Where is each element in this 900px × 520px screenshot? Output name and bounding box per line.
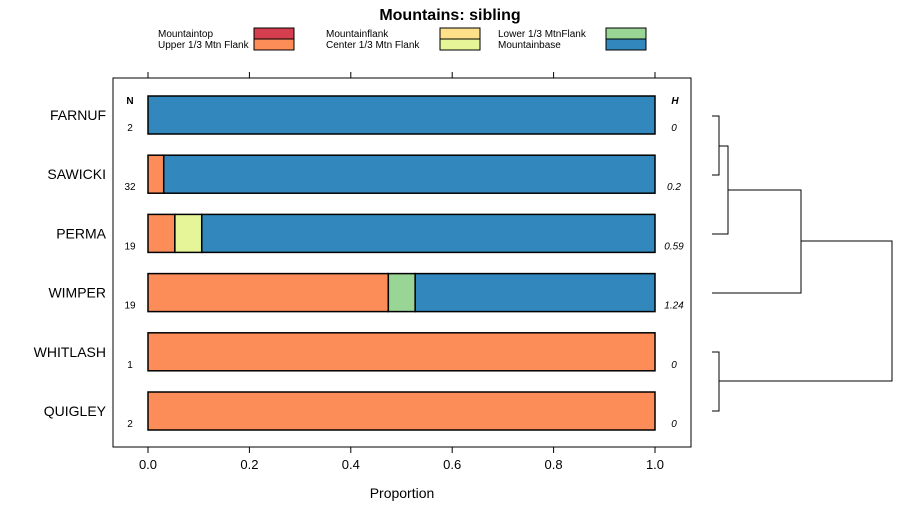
n-value-perma: 19 — [124, 241, 136, 252]
dendrogram-link-perma — [712, 145, 729, 235]
dendrogram-link-whitlash-quigley — [712, 351, 720, 412]
bar-whitlash-upper-1-3-mtn-flank — [147, 332, 656, 372]
h-value-farnuf: 0 — [671, 123, 677, 134]
n-column-header: N — [126, 96, 133, 107]
legend-swatch-mountainflank — [439, 27, 481, 40]
legend-label-upper-1-3-mtn-flank: Upper 1/3 Mtn Flank — [158, 40, 250, 51]
dendrogram-root-link — [719, 240, 893, 382]
category-label-farnuf: FARNUF — [50, 107, 106, 123]
n-value-quigley: 2 — [127, 419, 133, 430]
bar-quigley-upper-1-3-mtn-flank — [147, 391, 656, 431]
x-tick-label-3: 0.6 — [443, 457, 461, 472]
x-axis: 0.0 0.2 0.4 0.6 0.8 1.0 — [139, 72, 664, 472]
x-axis-label: Proportion — [370, 485, 435, 501]
legend-swatch-lower-1-3-mtnflank — [605, 27, 647, 40]
chart-title: Mountains: sibling — [379, 7, 520, 24]
bar-farnuf-mountainbase — [147, 95, 656, 135]
legend-swatch-center-1-3-mtn-flank — [439, 38, 481, 51]
bar-sawicki-upper-1-3-mtn-flank — [147, 154, 165, 194]
legend-label-mountaintop: Mountaintop — [158, 29, 213, 40]
bar-sawicki-mountainbase — [162, 154, 656, 194]
legend-label-lower-1-3-mtnflank: Lower 1/3 MtnFlank — [498, 29, 587, 40]
n-value-wimper: 19 — [124, 301, 136, 312]
h-value-wimper: 1.24 — [664, 301, 684, 312]
bar-wimper-mountainbase — [414, 272, 656, 313]
dendrogram — [712, 115, 893, 412]
category-label-sawicki: SAWICKI — [47, 166, 106, 182]
category-label-whitlash: WHITLASH — [34, 344, 106, 360]
legend-swatch-mountaintop — [253, 27, 295, 40]
h-value-quigley: 0 — [671, 419, 677, 430]
x-tick-label-2: 0.4 — [342, 457, 360, 472]
bar-perma-center-1-3-mtn-flank — [174, 213, 203, 254]
h-value-perma: 0.59 — [664, 241, 684, 252]
plot-frame — [112, 77, 692, 448]
legend-label-center-1-3-mtn-flank: Center 1/3 Mtn Flank — [326, 40, 420, 51]
legend-swatch-mountainbase — [605, 38, 647, 51]
legend-swatch-upper-1-3-mtn-flank — [253, 38, 295, 51]
category-label-perma: PERMA — [56, 225, 106, 241]
legend-label-mountainbase: Mountainbase — [498, 40, 561, 51]
x-tick-label-4: 0.8 — [545, 457, 563, 472]
n-value-sawicki: 32 — [124, 182, 136, 193]
category-label-wimper: WIMPER — [48, 285, 106, 301]
x-tick-label-1: 0.2 — [240, 457, 258, 472]
h-value-whitlash: 0 — [671, 360, 677, 371]
category-label-quigley: QUIGLEY — [44, 403, 107, 419]
bar-perma-upper-1-3-mtn-flank — [147, 213, 176, 254]
n-value-whitlash: 1 — [127, 360, 133, 371]
x-tick-label-0: 0.0 — [139, 457, 157, 472]
legend-label-mountainflank: Mountainflank — [326, 29, 389, 40]
h-column-header: H — [671, 96, 679, 107]
dendrogram-link-farnuf-sawicki — [712, 115, 720, 176]
bar-wimper-upper-1-3-mtn-flank — [147, 272, 390, 313]
bar-wimper-lower-1-3-mtnflank — [387, 272, 416, 313]
bars-group: FARNUF 2 0 SAWICKI 32 0.2 PERMA 19 0.59 WIMPER 19 1… — [34, 95, 684, 431]
bar-perma-mountainbase — [200, 213, 656, 254]
n-value-farnuf: 2 — [127, 123, 133, 134]
x-tick-label-5: 1.0 — [646, 457, 664, 472]
h-value-sawicki: 0.2 — [667, 182, 681, 193]
dendrogram-link-wimper — [712, 189, 802, 294]
